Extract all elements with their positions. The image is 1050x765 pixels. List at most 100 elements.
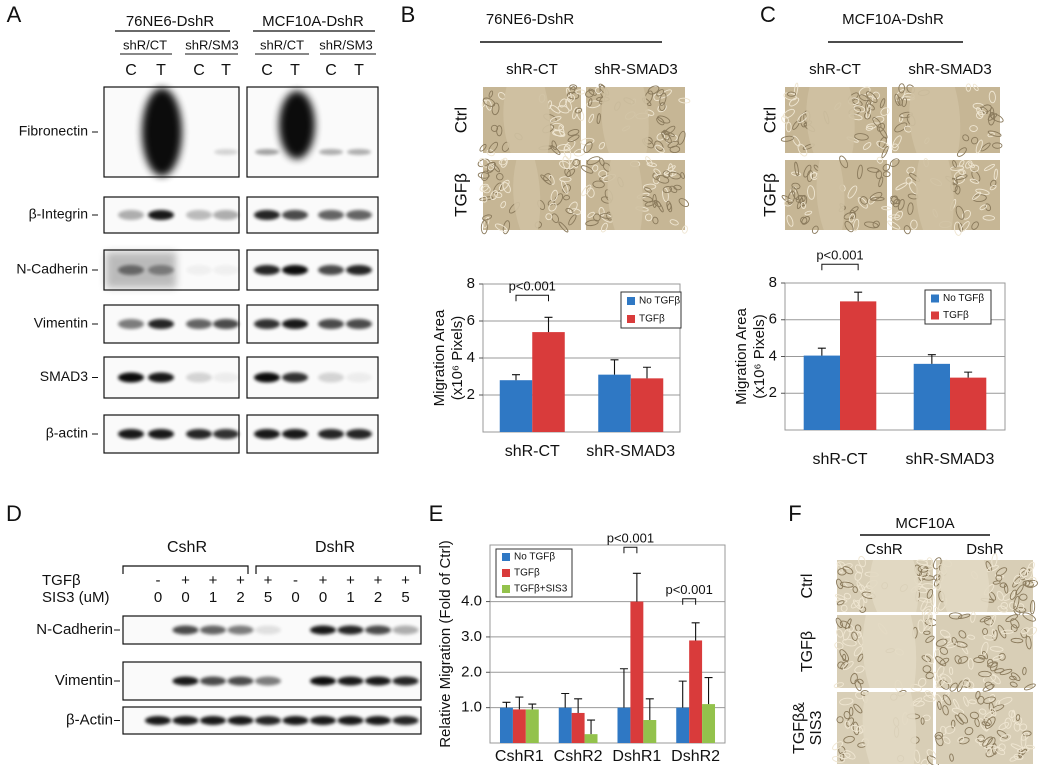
legend-label: No TGFβ — [943, 293, 984, 304]
error-bar — [544, 316, 553, 333]
cell — [479, 183, 489, 192]
cell — [839, 620, 851, 629]
micrograph — [933, 611, 1038, 693]
cell — [857, 164, 863, 180]
micrograph — [780, 82, 890, 159]
cell — [575, 89, 586, 95]
cell — [490, 190, 498, 201]
cell — [987, 661, 999, 668]
cell — [559, 176, 572, 183]
lane-label: - — [293, 572, 298, 589]
band — [318, 265, 344, 275]
cell-line-label: MCF10A — [895, 515, 954, 532]
cell — [887, 220, 901, 230]
cell — [1010, 637, 1024, 644]
lane-label: + — [374, 572, 383, 589]
cell — [494, 191, 503, 198]
row-label: N-Cadherin — [36, 621, 113, 638]
cell — [948, 666, 954, 676]
cell — [876, 140, 890, 150]
cell — [960, 221, 970, 232]
cell — [852, 586, 858, 594]
cell — [583, 141, 593, 154]
cell — [556, 144, 571, 151]
cell — [853, 105, 866, 113]
cell — [852, 721, 860, 736]
column-label: CshR — [865, 541, 903, 558]
cell — [949, 682, 958, 692]
cell — [580, 165, 594, 174]
cell — [965, 83, 972, 92]
cell — [859, 606, 867, 613]
cell — [652, 174, 660, 185]
band — [148, 319, 174, 329]
cell — [921, 655, 932, 663]
cell — [662, 130, 675, 137]
cell — [486, 149, 495, 157]
cell — [835, 617, 843, 628]
x-tick-label: CshR2 — [554, 748, 603, 765]
cell — [831, 756, 845, 763]
cell — [854, 679, 862, 692]
cell — [869, 191, 883, 201]
cell — [839, 155, 849, 169]
cell — [682, 225, 688, 234]
cell — [1013, 753, 1024, 760]
error-bar — [515, 696, 524, 710]
cell — [557, 105, 570, 114]
cell — [935, 677, 946, 688]
y-tick-label: 8 — [467, 275, 475, 292]
cell — [1020, 569, 1029, 578]
cell — [955, 174, 968, 181]
panel-letter: E — [429, 501, 444, 526]
band — [282, 716, 309, 725]
cell — [978, 670, 992, 678]
error-bar — [643, 366, 652, 379]
bar — [598, 374, 631, 432]
significance-bracket — [821, 263, 859, 271]
cell — [987, 130, 1002, 137]
legend-swatch — [502, 569, 510, 577]
cell — [851, 631, 858, 641]
lane-label: 1 — [209, 589, 217, 606]
error-bar — [678, 680, 687, 708]
cell — [785, 121, 792, 133]
band — [186, 319, 212, 329]
cell — [559, 98, 568, 108]
cell — [846, 624, 854, 633]
cell — [922, 665, 932, 673]
y-tick-label: 3.0 — [461, 628, 482, 645]
cell — [990, 113, 1004, 123]
cell — [971, 136, 979, 145]
cell — [972, 191, 982, 200]
cell — [644, 187, 652, 193]
cell — [550, 189, 558, 202]
legend-label: TGFβ+SIS3 — [514, 584, 568, 595]
legend-swatch — [931, 311, 939, 320]
cell — [858, 94, 869, 102]
band — [186, 265, 212, 275]
cell — [923, 694, 936, 702]
cell — [574, 107, 583, 114]
bar — [840, 301, 877, 430]
cell — [894, 93, 901, 106]
cell — [917, 597, 932, 603]
cell — [798, 195, 805, 207]
cell — [982, 736, 993, 747]
error-bar — [502, 701, 511, 708]
cell — [482, 214, 493, 221]
cell — [903, 225, 911, 235]
row-label: β-actin — [46, 425, 88, 441]
cell — [482, 97, 496, 107]
cell — [1024, 579, 1031, 587]
legend-label: TGFβ — [943, 310, 969, 321]
cell — [970, 611, 976, 623]
cell — [982, 684, 995, 692]
cell — [654, 140, 664, 151]
cell — [939, 646, 948, 655]
error-bar — [587, 719, 596, 735]
cell — [585, 90, 595, 98]
cell — [1019, 593, 1028, 601]
band — [365, 625, 391, 635]
cell — [668, 171, 681, 180]
